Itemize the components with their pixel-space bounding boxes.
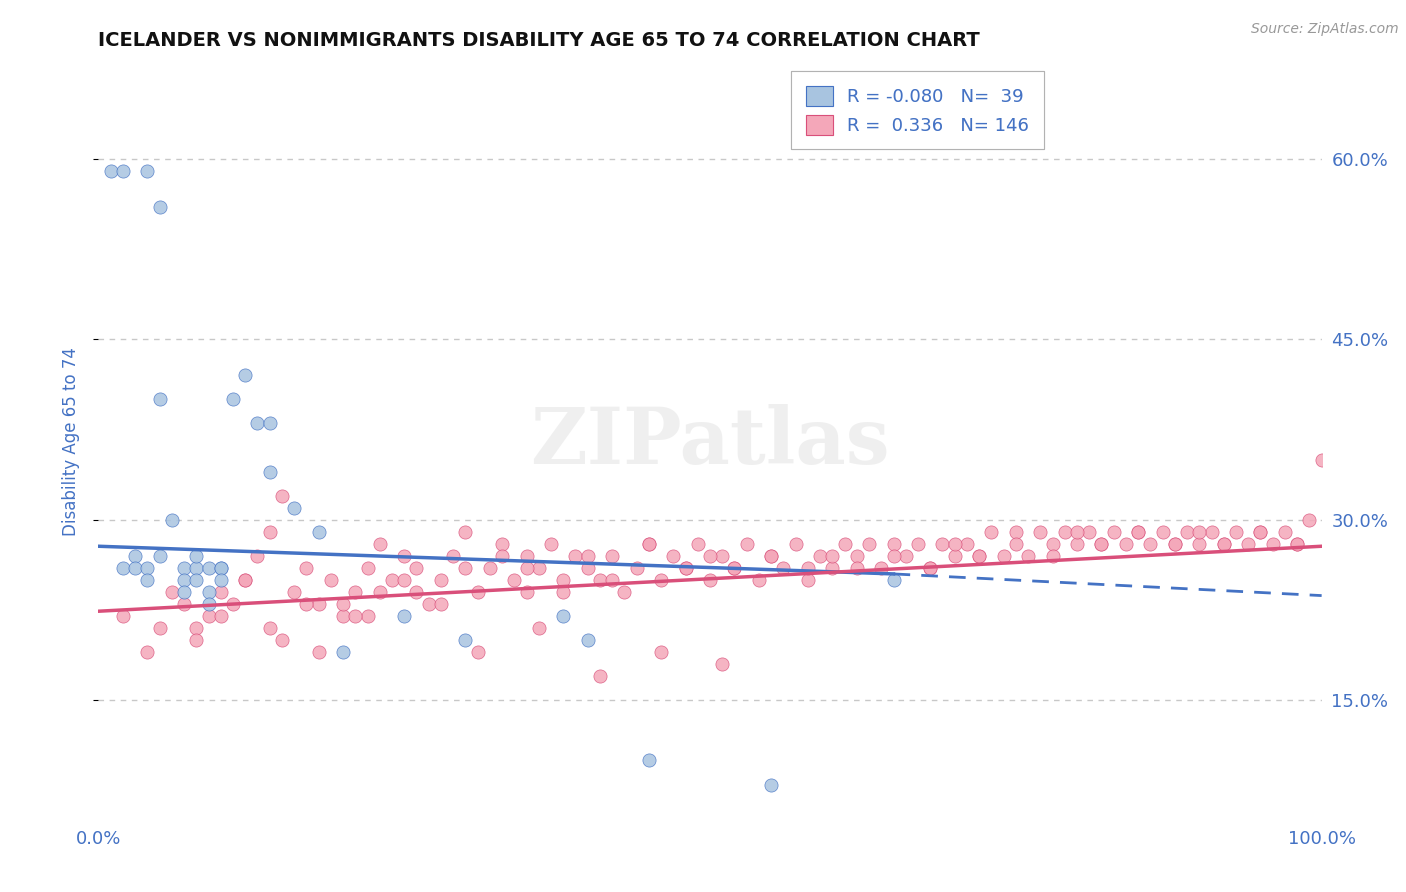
Point <box>1188 537 1211 551</box>
Point <box>1249 524 1271 539</box>
Point <box>259 621 281 635</box>
Point <box>392 609 416 624</box>
Point <box>1053 524 1076 539</box>
Point <box>576 549 599 563</box>
Point <box>100 163 122 178</box>
Point <box>149 621 172 635</box>
Point <box>246 417 269 431</box>
Point <box>160 513 183 527</box>
Point <box>1249 524 1271 539</box>
Point <box>197 561 219 575</box>
Point <box>858 537 880 551</box>
Point <box>761 778 783 792</box>
Point <box>993 549 1015 563</box>
Point <box>772 561 794 575</box>
Point <box>430 573 453 587</box>
Point <box>576 561 599 575</box>
Point <box>124 549 146 563</box>
Point <box>246 549 269 563</box>
Point <box>1066 524 1088 539</box>
Point <box>711 549 734 563</box>
Point <box>209 561 232 575</box>
Point <box>368 585 391 599</box>
Point <box>761 549 783 563</box>
Point <box>124 561 146 575</box>
Point <box>111 561 134 575</box>
Point <box>723 561 745 575</box>
Point <box>967 549 990 563</box>
Point <box>259 524 281 539</box>
Point <box>233 573 256 587</box>
Point <box>1164 537 1187 551</box>
Point <box>478 561 501 575</box>
Point <box>173 561 195 575</box>
Point <box>1102 524 1125 539</box>
Point <box>308 524 330 539</box>
Point <box>894 549 917 563</box>
Point <box>1261 537 1284 551</box>
Point <box>883 573 905 587</box>
Point <box>270 489 294 503</box>
Point <box>149 549 172 563</box>
Point <box>209 561 232 575</box>
Point <box>1004 537 1026 551</box>
Point <box>797 561 820 575</box>
Point <box>308 597 330 611</box>
Point <box>392 573 416 587</box>
Point <box>711 657 734 672</box>
Point <box>1286 537 1309 551</box>
Point <box>197 609 219 624</box>
Point <box>308 645 330 659</box>
Point <box>699 549 721 563</box>
Point <box>441 549 464 563</box>
Point <box>626 561 648 575</box>
Point <box>197 597 219 611</box>
Point <box>1029 524 1052 539</box>
Point <box>418 597 440 611</box>
Point <box>1212 537 1234 551</box>
Point <box>259 465 281 479</box>
Point <box>283 585 305 599</box>
Point <box>748 573 770 587</box>
Point <box>1139 537 1161 551</box>
Point <box>650 573 672 587</box>
Point <box>454 633 477 648</box>
Point <box>233 573 256 587</box>
Point <box>515 549 537 563</box>
Point <box>1298 513 1320 527</box>
Point <box>907 537 929 551</box>
Point <box>883 549 905 563</box>
Point <box>222 597 245 611</box>
Point <box>111 163 134 178</box>
Point <box>675 561 697 575</box>
Point <box>1286 537 1309 551</box>
Point <box>1078 524 1101 539</box>
Point <box>209 585 232 599</box>
Point <box>637 754 661 768</box>
Point <box>1017 549 1039 563</box>
Point <box>870 561 893 575</box>
Point <box>259 417 281 431</box>
Point <box>931 537 953 551</box>
Point <box>845 549 868 563</box>
Point <box>381 573 404 587</box>
Point <box>637 537 661 551</box>
Point <box>467 585 489 599</box>
Point <box>160 585 183 599</box>
Point <box>197 585 219 599</box>
Point <box>186 621 208 635</box>
Point <box>149 392 172 407</box>
Point <box>686 537 709 551</box>
Point <box>1188 524 1211 539</box>
Point <box>503 573 526 587</box>
Point <box>283 500 305 515</box>
Point <box>735 537 758 551</box>
Point <box>491 549 513 563</box>
Point <box>173 573 195 587</box>
Point <box>956 537 979 551</box>
Point <box>356 561 378 575</box>
Point <box>136 163 159 178</box>
Point <box>295 597 318 611</box>
Point <box>233 368 256 383</box>
